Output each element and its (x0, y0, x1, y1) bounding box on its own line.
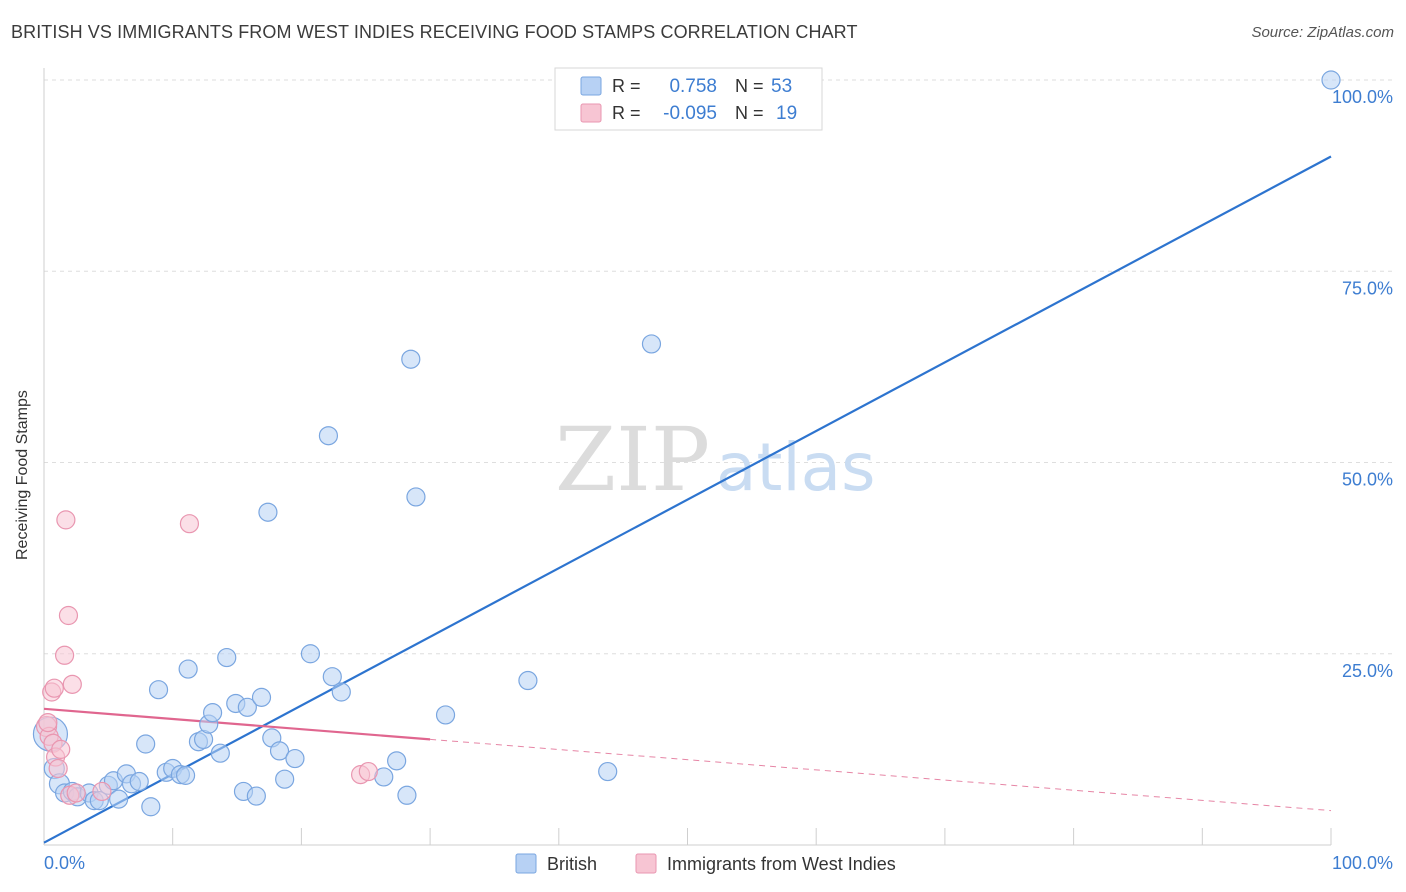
y-tick-label-0: 25.0% (1342, 661, 1393, 681)
data-point (269, 741, 290, 761)
data-point (331, 682, 351, 702)
trend-line-0 (43, 155, 1332, 844)
data-point (435, 705, 456, 725)
data-point (641, 334, 662, 354)
data-point (92, 781, 112, 802)
data-point (598, 761, 618, 782)
legend-r-value-1: -0.095 (663, 103, 717, 124)
data-point (109, 789, 129, 809)
data-point (148, 680, 169, 700)
source-label: Source: ZipAtlas.com (1251, 24, 1394, 41)
data-point (285, 748, 305, 769)
data-point (401, 349, 421, 369)
trend-lines (43, 155, 1332, 844)
data-point (518, 670, 538, 691)
bottom-legend-label-westindies: Immigrants from West Indies (667, 854, 896, 874)
legend-r-label-0: R = (612, 76, 641, 96)
data-point (62, 674, 82, 694)
y-tick-label-2: 75.0% (1342, 278, 1393, 298)
legend-n-label-1: N = (735, 103, 764, 123)
y-tick-label-1: 50.0% (1342, 470, 1393, 490)
data-point (179, 514, 200, 534)
tick-labels: 0.0% 100.0% 25.0% 50.0% 75.0% 100.0% (44, 87, 1393, 873)
data-point (202, 703, 223, 723)
bottom-legend-label-british: British (547, 854, 597, 874)
legend-r-value-0: 0.758 (669, 76, 717, 97)
data-point (1321, 70, 1341, 90)
data-point (178, 659, 198, 679)
data-point (66, 783, 86, 803)
data-point (406, 487, 426, 507)
watermark-atlas: atlas (716, 429, 876, 506)
series-points-0 (32, 70, 1341, 817)
data-point (48, 758, 68, 779)
data-point (175, 765, 196, 785)
legend-swatch-westindies (580, 103, 602, 123)
bottom-legend-swatch-westindies (635, 853, 657, 874)
watermark: ZIP atlas (555, 408, 876, 511)
data-point (275, 769, 295, 789)
data-point (217, 647, 237, 668)
data-point (54, 645, 75, 665)
legend-swatch-british (580, 76, 602, 96)
data-point (136, 734, 156, 754)
series-points-1 (35, 510, 378, 805)
data-point (397, 785, 417, 805)
trend-line-dashed-1 (430, 738, 1332, 812)
data-point (237, 697, 257, 717)
data-point (44, 678, 64, 698)
data-point (129, 771, 149, 792)
stats-legend: R = 0.758 N = 53 R = -0.095 N = 19 (554, 67, 823, 131)
data-point (246, 786, 266, 806)
trend-line-solid-1 (43, 707, 431, 741)
grid-lines (44, 79, 1393, 655)
data-point (322, 667, 342, 687)
data-point (51, 739, 71, 759)
data-point (210, 743, 230, 763)
legend-n-label-0: N = (735, 76, 764, 96)
data-point (56, 510, 76, 530)
x-tick-label-0: 0.0% (44, 853, 85, 873)
data-points (32, 70, 1341, 817)
data-point (38, 712, 58, 733)
data-point (300, 644, 321, 664)
data-point (387, 751, 407, 771)
data-point (141, 797, 161, 817)
data-point (58, 605, 79, 626)
data-point (258, 502, 278, 522)
legend-n-value-0: 53 (771, 76, 792, 97)
bottom-legend-swatch-british (515, 853, 537, 874)
data-point (318, 426, 339, 446)
chart-title: BRITISH VS IMMIGRANTS FROM WEST INDIES R… (11, 22, 858, 42)
legend-n-value-1: 19 (776, 103, 797, 124)
watermark-zip: ZIP (555, 408, 710, 511)
x-tick-label-1: 100.0% (1332, 853, 1393, 873)
series-legend: British Immigrants from West Indies (515, 853, 896, 874)
y-tick-label-3: 100.0% (1332, 87, 1393, 107)
data-point (358, 761, 378, 782)
legend-r-label-1: R = (612, 103, 641, 123)
data-point (251, 687, 272, 707)
